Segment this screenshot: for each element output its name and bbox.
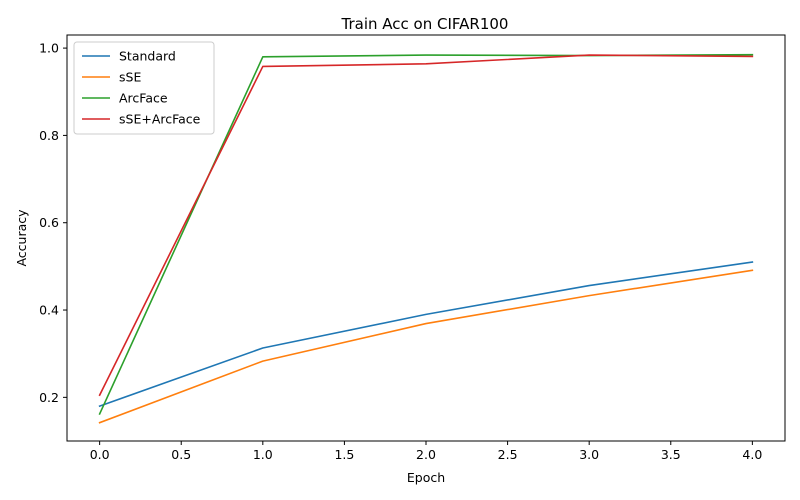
- y-tick-label: 0.4: [39, 303, 59, 318]
- y-tick-label: 0.2: [39, 390, 59, 405]
- y-axis: 0.2 0.4 0.6 0.8 1.0: [39, 41, 67, 405]
- x-axis: 0.0 0.5 1.0 1.5 2.0 2.5 3.0 3.5 4.0: [90, 441, 762, 462]
- series-line-standard: [98, 261, 754, 408]
- x-tick-label: 1.0: [253, 447, 273, 462]
- legend-label: sSE+ArcFace: [119, 112, 201, 127]
- series-line-sse-arcface: [98, 54, 754, 397]
- y-tick-label: 1.0: [39, 41, 59, 56]
- series-line-sse: [98, 269, 754, 424]
- chart-title: Train Acc on CIFAR100: [341, 15, 509, 33]
- x-tick-label: 2.0: [416, 447, 436, 462]
- x-tick-label: 1.5: [334, 447, 354, 462]
- y-tick-label: 0.8: [39, 128, 59, 143]
- legend-box: [73, 41, 215, 135]
- x-tick-label: 0.0: [90, 447, 110, 462]
- x-tick-label: 3.0: [579, 447, 599, 462]
- series-layer: [98, 53, 754, 424]
- x-tick-label: 2.5: [498, 447, 518, 462]
- x-tick-label: 4.0: [742, 447, 762, 462]
- x-axis-label: Epoch: [407, 470, 445, 485]
- legend-label: ArcFace: [119, 91, 168, 106]
- legend-label: Standard: [119, 49, 176, 64]
- y-tick-label: 0.6: [39, 215, 59, 230]
- x-tick-label: 3.5: [661, 447, 681, 462]
- x-tick-label: 0.5: [171, 447, 191, 462]
- legend: Standard sSE ArcFace sSE+ArcFace: [73, 41, 215, 135]
- y-axis-label: Accuracy: [14, 209, 29, 267]
- legend-label: sSE: [119, 70, 141, 85]
